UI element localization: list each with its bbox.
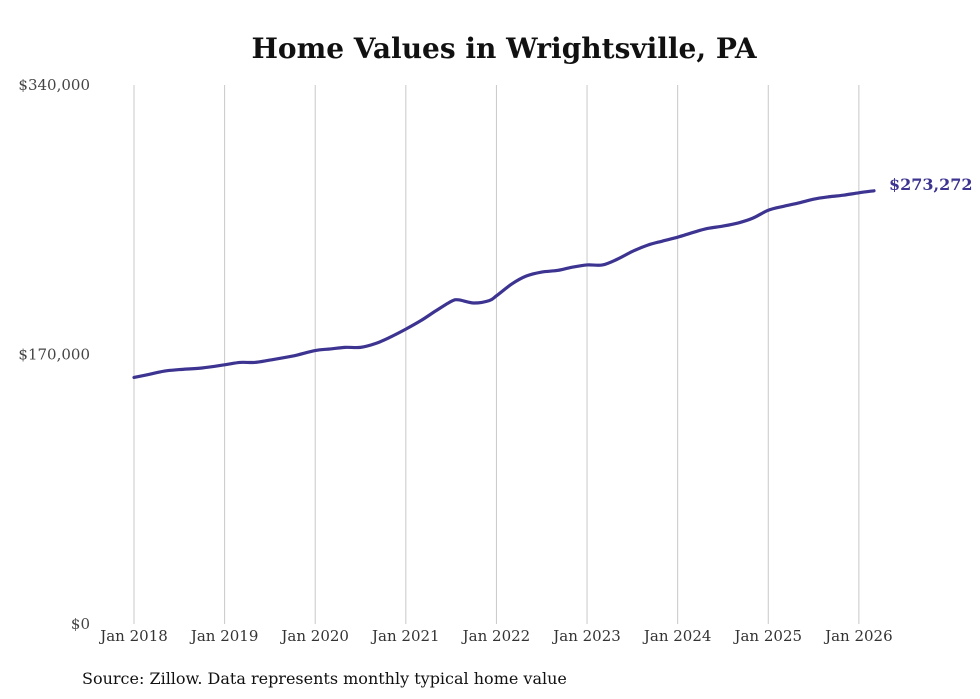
source-note: Source: Zillow. Data represents monthly … (82, 669, 567, 688)
y-tick-label: $0 (71, 615, 90, 633)
x-tick-label: Jan 2023 (551, 627, 621, 645)
x-axis-ticks: Jan 2018 Jan 2019 Jan 2020 Jan 2021 Jan 2022… (98, 627, 892, 645)
x-tick-label: Jan 2019 (189, 627, 259, 645)
x-tick-label: Jan 2018 (98, 627, 168, 645)
series-layer: $273,272 (132, 175, 973, 380)
y-tick-label: $170,000 (18, 346, 90, 364)
series-line-0 (132, 189, 876, 380)
x-tick-label: Jan 2021 (370, 627, 440, 645)
x-tick-label: Jan 2022 (461, 627, 531, 645)
end-value-label: $273,272 (889, 175, 973, 194)
x-tick-label: Jan 2025 (732, 627, 802, 645)
x-tick-label: Jan 2026 (823, 627, 893, 645)
x-tick-label: Jan 2024 (642, 627, 712, 645)
x-tick-label: Jan 2020 (279, 627, 349, 645)
chart-title: Home Values in Wrightsville, PA (251, 32, 757, 65)
y-axis-ticks: $0 $170,000 $340,000 (18, 76, 90, 633)
y-tick-label: $340,000 (18, 76, 90, 94)
gridlines (133, 85, 860, 624)
